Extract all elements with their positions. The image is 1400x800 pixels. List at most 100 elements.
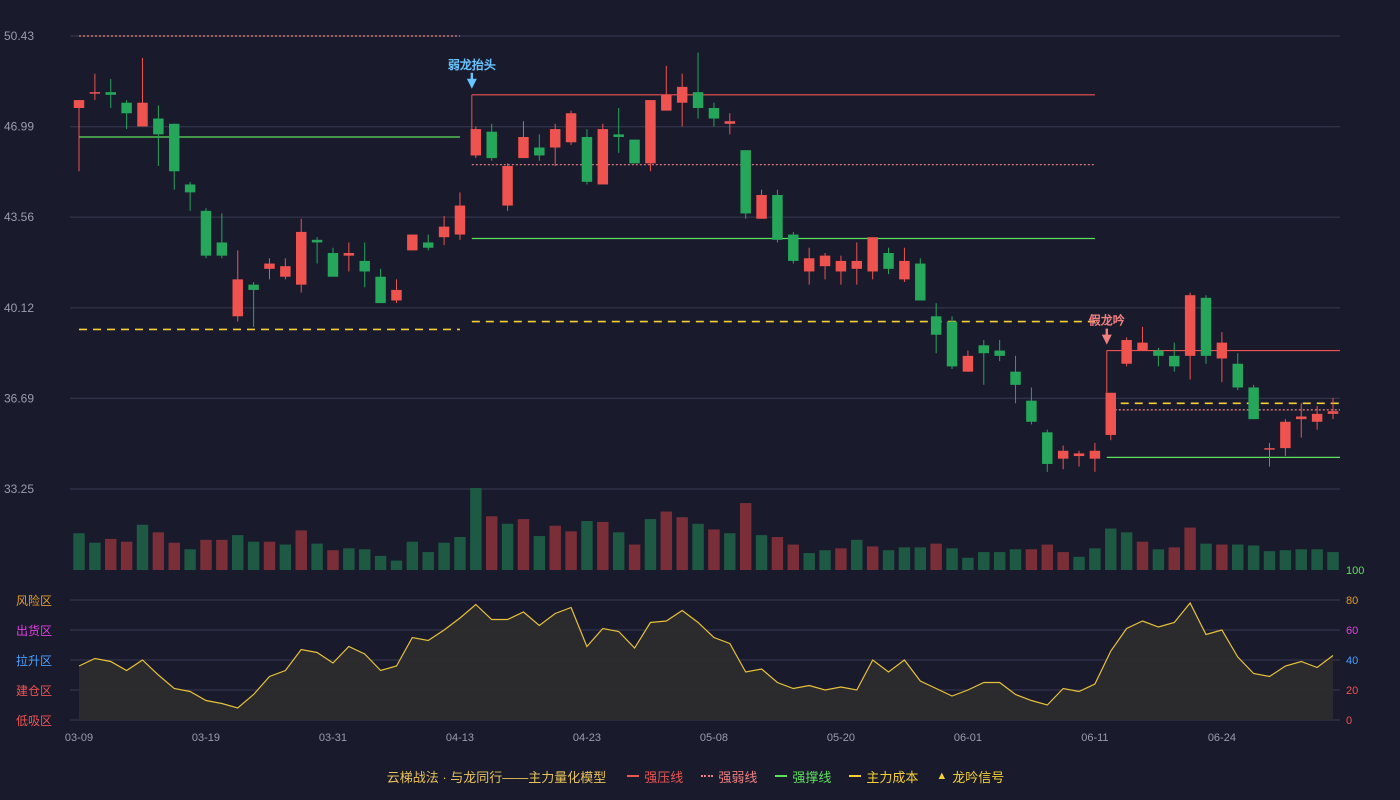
candle-body (216, 242, 228, 256)
zone-label: 风险区 (16, 593, 52, 608)
volume-bar (263, 541, 276, 570)
arrow-down-icon (1101, 334, 1112, 345)
candle-body (915, 263, 926, 301)
main-grid (70, 35, 1340, 490)
candle-body (438, 226, 450, 238)
volume-bar (739, 503, 752, 570)
volume-bar (168, 542, 180, 570)
legend-title: 云梯战法 · 与龙同行——主力量化模型 (386, 769, 607, 785)
x-tick-label: 04-23 (573, 732, 601, 744)
candle-body (470, 129, 482, 156)
volume-bar (406, 541, 419, 570)
candle-body (502, 165, 513, 206)
volume-bar (152, 532, 165, 570)
annotation-label: 弱龙抬头 (448, 57, 496, 72)
volume-bar (1009, 549, 1022, 570)
candle-body (1216, 342, 1228, 359)
osc-y-tick: 100 (1346, 565, 1364, 577)
volume-bar (978, 552, 990, 570)
candle-body (1200, 297, 1212, 356)
candle-body (407, 234, 418, 251)
volume-bar (787, 544, 800, 570)
volume-bar (311, 543, 323, 570)
volume-bar (644, 519, 657, 570)
osc-y-tick: 20 (1346, 685, 1358, 697)
volume-bar (866, 546, 879, 570)
candle-body (454, 205, 466, 235)
volume-bar (676, 517, 688, 570)
candle-body (1105, 392, 1117, 435)
volume-bar (1136, 541, 1149, 570)
volume-bar (232, 535, 244, 570)
volume-bar (898, 547, 911, 570)
candle-body (565, 113, 577, 143)
volume-bar (136, 524, 149, 570)
candle-body (962, 355, 974, 372)
volume-bar (247, 541, 260, 570)
y-tick-label: 46.99 (4, 120, 34, 134)
volume-bar (1073, 556, 1085, 570)
legend-item-weak[interactable]: 强弱线 (701, 767, 757, 786)
legend-item-signal[interactable]: ▲ 龙吟信号 (936, 767, 1004, 786)
volume-bar (1025, 549, 1038, 570)
candle-body (946, 321, 958, 367)
candle-body (692, 92, 704, 108)
volume-bar (1041, 544, 1053, 570)
x-tick-label: 06-24 (1208, 732, 1236, 744)
zone-label: 建仓区 (16, 684, 52, 698)
candle-body (581, 136, 593, 182)
osc-area-fill (79, 603, 1333, 720)
volume-bar (390, 560, 403, 570)
candle-body (89, 92, 101, 94)
legend-swatch-support (775, 775, 788, 777)
volume-bar (1105, 528, 1117, 570)
volume-bar (120, 541, 133, 570)
candle-body (232, 279, 243, 317)
candle-body (1073, 453, 1085, 457)
x-tick-label: 05-20 (827, 732, 855, 744)
volume-bar (819, 550, 831, 570)
volume-bar (1295, 549, 1307, 570)
candle-body (1296, 416, 1307, 420)
volume-bar (946, 548, 958, 570)
candle-body (518, 136, 529, 159)
candle-body (1121, 340, 1132, 364)
volume-bar (993, 552, 1006, 570)
volume-bar (184, 549, 196, 570)
volume-bar (374, 555, 387, 570)
legend-item-cost[interactable]: 主力成本 (849, 767, 918, 786)
candle-body (978, 345, 990, 354)
candle-body (1089, 450, 1101, 459)
volume-bar (1168, 547, 1180, 570)
annotation-label: 假龙吟 (1089, 313, 1125, 328)
osc-line (78, 601, 1334, 709)
volume-bar (549, 525, 561, 570)
candle-body (375, 276, 386, 304)
legend-item-pressure[interactable]: 强压线 (627, 767, 683, 786)
candle-body (486, 131, 497, 159)
volume-bar (930, 543, 942, 570)
candle-body (1184, 295, 1196, 356)
volume-bar (597, 521, 609, 570)
y-tick-label: 43.56 (4, 210, 34, 224)
legend-label-cost: 主力成本 (866, 769, 919, 785)
volume-bar (692, 523, 704, 570)
volume-bar (89, 542, 101, 570)
volume-bar (1057, 552, 1069, 570)
candle-body (311, 239, 323, 243)
volume-bar (485, 516, 498, 570)
volume-bar (851, 539, 863, 570)
volume-bar (962, 557, 974, 570)
volume-bar (73, 533, 85, 570)
volume-bar (914, 547, 927, 570)
osc-y-tick: 60 (1346, 625, 1358, 637)
volume-bar (724, 533, 736, 570)
volume-bar (565, 531, 577, 570)
candle-body (1311, 413, 1323, 422)
legend-item-support[interactable]: 强撑线 (775, 767, 831, 786)
osc-right-axis: 0 20 40 60 80 100 (1346, 565, 1364, 727)
volume-bar (1089, 548, 1101, 570)
